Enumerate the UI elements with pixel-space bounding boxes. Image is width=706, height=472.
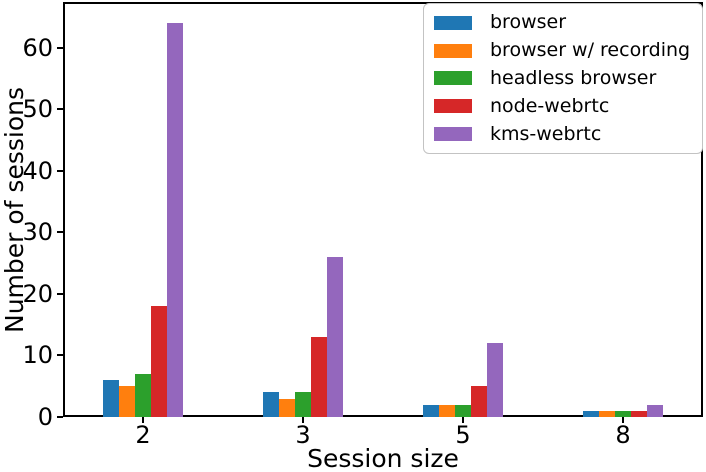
y-tick-mark — [57, 231, 63, 234]
bar-node-webrtc-size-8 — [631, 410, 647, 417]
bar-browser-size-8 — [583, 410, 599, 417]
y-tick-label: 30 — [22, 218, 53, 247]
bar-node-webrtc-size-2 — [151, 306, 167, 417]
legend: browser browser w/ recording headless brow… — [423, 3, 703, 154]
legend-swatch-headless-browser — [434, 71, 472, 86]
y-tick-mark — [57, 46, 63, 49]
bar-headless-browser-size-8 — [615, 410, 631, 417]
bar-browser-w-recording-size-3 — [279, 398, 295, 417]
x-tick-mark — [142, 417, 144, 423]
legend-item: node-webrtc — [434, 94, 692, 117]
legend-label: browser — [490, 11, 567, 34]
bar-kms-webrtc-size-2 — [167, 22, 183, 417]
bar-kms-webrtc-size-5 — [487, 343, 503, 417]
legend-label: kms-webrtc — [490, 122, 602, 145]
y-tick-label: 60 — [22, 33, 53, 62]
legend-label: browser w/ recording — [490, 39, 691, 62]
x-tick-mark — [302, 417, 304, 423]
legend-label: headless browser — [490, 67, 657, 90]
bar-kms-webrtc-size-8 — [647, 404, 663, 417]
bar-headless-browser-size-5 — [455, 404, 471, 417]
legend-item: browser w/ recording — [434, 40, 692, 61]
y-tick-mark — [57, 416, 63, 418]
bar-node-webrtc-size-5 — [471, 386, 487, 417]
y-tick-label: 40 — [22, 156, 53, 185]
bar-browser-size-3 — [263, 392, 279, 417]
legend-item: browser — [434, 12, 692, 33]
bar-browser-w-recording-size-5 — [439, 404, 455, 417]
x-tick-mark — [462, 417, 464, 423]
bar-browser-w-recording-size-2 — [119, 386, 135, 417]
legend-swatch-browser-w-recording — [434, 43, 472, 58]
y-tick-label: 0 — [37, 403, 53, 431]
y-tick-label: 50 — [22, 95, 53, 124]
bar-headless-browser-size-3 — [295, 392, 311, 417]
legend-swatch-browser — [434, 15, 472, 30]
bar-node-webrtc-size-3 — [311, 336, 327, 417]
x-tick-label: 8 — [615, 421, 631, 449]
y-tick-mark — [57, 292, 63, 295]
legend-item: headless browser — [434, 68, 692, 89]
x-tick-label: 3 — [295, 421, 311, 449]
bar-browser-w-recording-size-8 — [599, 410, 615, 417]
x-tick-label: 2 — [135, 421, 151, 449]
y-tick-label: 20 — [22, 279, 53, 308]
y-tick-mark — [57, 108, 63, 111]
y-axis-label: Number of sessions — [0, 87, 29, 333]
legend-item: kms-webrtc — [434, 122, 692, 145]
legend-swatch-kms-webrtc — [434, 127, 472, 142]
bar-kms-webrtc-size-3 — [327, 256, 343, 417]
legend-swatch-node-webrtc — [434, 99, 472, 114]
bar-browser-size-2 — [103, 380, 119, 417]
y-tick-mark — [57, 169, 63, 172]
legend-label: node-webrtc — [490, 94, 610, 117]
x-axis-label: Session size — [307, 444, 459, 472]
y-tick-mark — [57, 354, 63, 357]
bar-browser-size-5 — [423, 404, 439, 417]
bar-headless-browser-size-2 — [135, 373, 151, 417]
x-tick-mark — [622, 417, 624, 423]
x-tick-label: 5 — [455, 421, 471, 449]
y-tick-label: 10 — [22, 341, 53, 370]
